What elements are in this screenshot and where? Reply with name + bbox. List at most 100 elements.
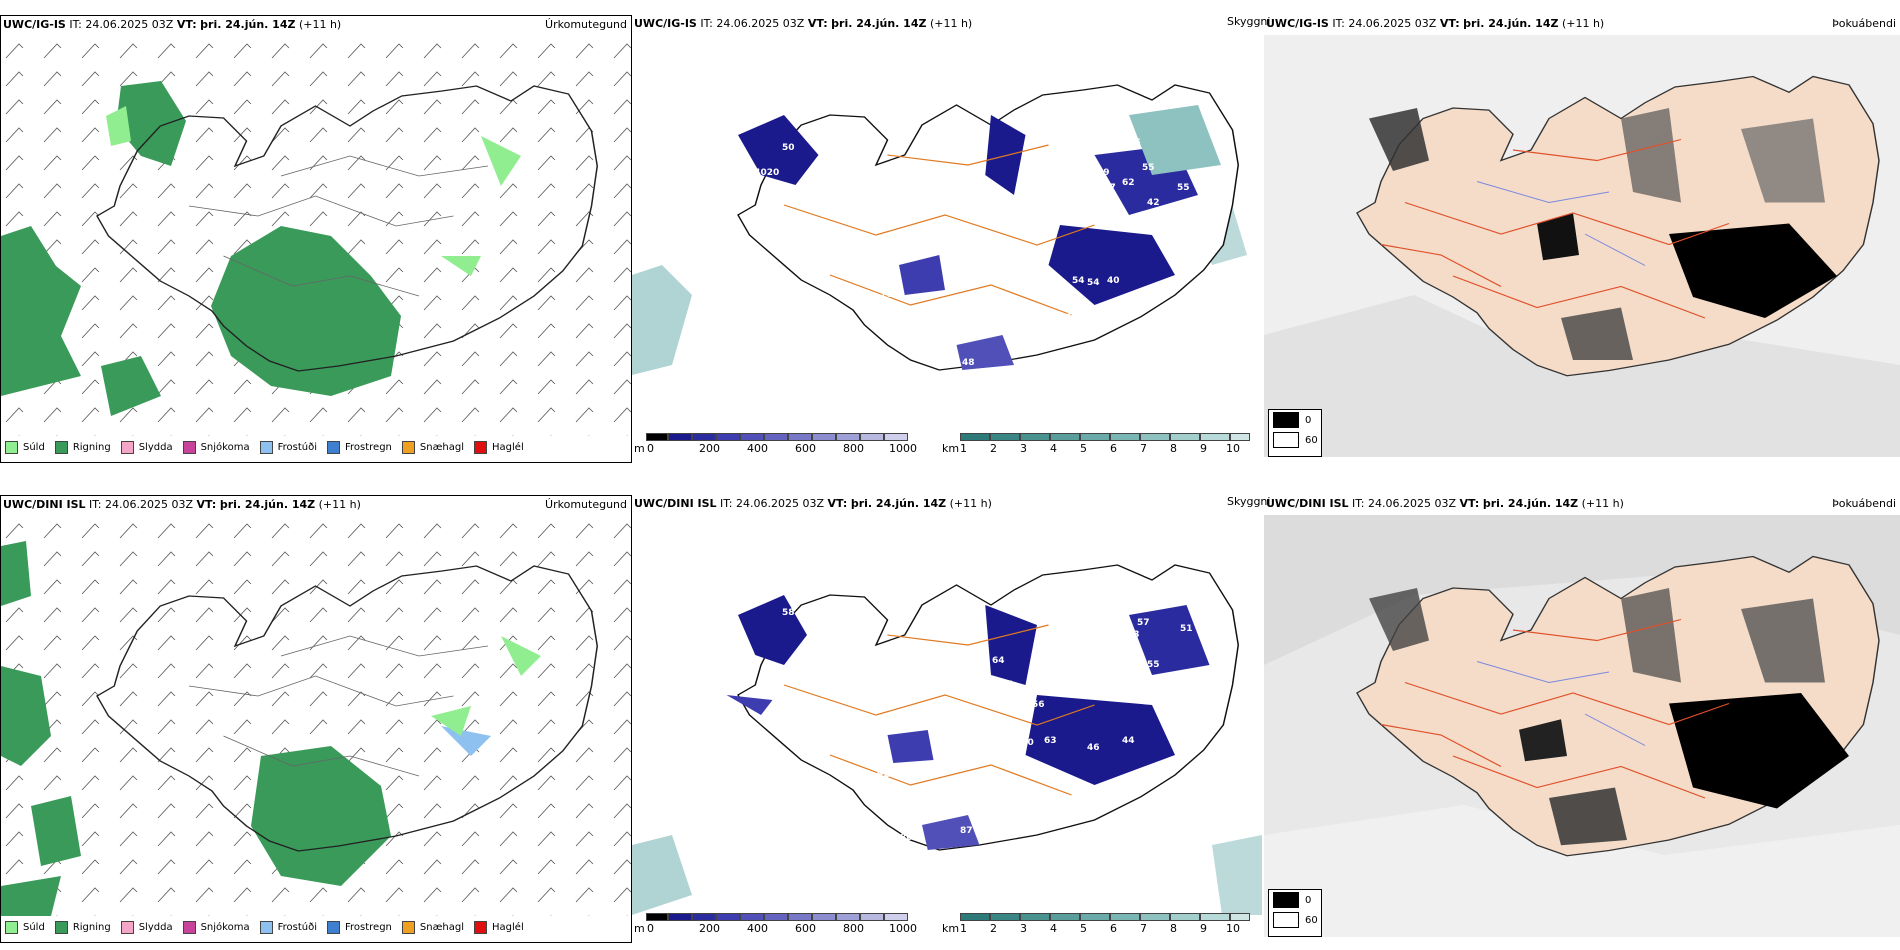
cloud-label: 44 — [1122, 736, 1135, 746]
cloud-label: 98 — [984, 700, 997, 710]
cloud-label: 114 — [1060, 313, 1079, 323]
legend-item-snjokoma: Snjókoma — [182, 920, 250, 934]
valid-time: þri. 24.jún. 14Z — [1463, 17, 1559, 30]
cloud-label: 55 — [1147, 660, 1160, 670]
colorbar-tick: 0 — [647, 922, 654, 935]
legend-item-frostudi: Frostúði — [259, 440, 317, 454]
colorbar-tick: 4 — [1050, 922, 1057, 935]
colorbar-tick: 3 — [1020, 922, 1027, 935]
valid-time-label: VT: — [807, 17, 828, 30]
colorbar-tick: 600 — [795, 922, 816, 935]
fog-legend: 0 60 — [1268, 889, 1322, 937]
panel-header: UWC/IG-IS IT: 24.06.2025 03Z VT: þri. 24… — [1266, 17, 1896, 35]
colorbar-tick: 3 — [1020, 442, 1027, 455]
init-time: IT: 24.06.2025 03Z — [89, 498, 194, 511]
panel-header: UWC/DINI ISL IT: 24.06.2025 03Z VT: þri.… — [1266, 497, 1896, 515]
colorbar-tick: 6 — [1110, 922, 1117, 935]
colorbar-tick: 0 — [647, 442, 654, 455]
colorbar-tick: 1 — [960, 922, 967, 935]
lead-time: (+11 h) — [1561, 17, 1605, 30]
cloud-label: 77 — [1000, 680, 1013, 690]
legend-item-snjokoma: Snjókoma — [182, 440, 250, 454]
lead-time: (+11 h) — [318, 498, 361, 511]
model-name: UWC/DINI ISL — [1266, 497, 1349, 510]
cloud-label: 80 — [900, 833, 913, 843]
precip-type-panel-top: UWC/IG-IS IT: 24.06.2025 03Z VT: þri. 24… — [0, 15, 632, 463]
cloud-label: 128 — [1097, 656, 1116, 666]
fog-panel-top: UWC/IG-IS IT: 24.06.2025 03Z VT: þri. 24… — [1264, 15, 1900, 463]
cloud-label: 54 — [1072, 276, 1085, 286]
cloud-label: 109 — [1097, 626, 1116, 636]
colorbar-tick: 400 — [747, 922, 768, 935]
fog-legend-item: 0 — [1273, 890, 1321, 910]
precip-legend: Súld Rigning Slydda Snjókoma Frostúði Fr… — [5, 918, 534, 936]
cloud-label: 55 — [1177, 183, 1190, 193]
cloud-label: 110 — [1097, 198, 1116, 208]
fog-legend-item: 0 — [1273, 410, 1321, 430]
cloud-label: 35 — [704, 703, 717, 713]
fog-legend: 0 60 — [1268, 409, 1322, 457]
panel-title: Þokuábendi — [1832, 17, 1896, 30]
colorbar-tick: 600 — [795, 442, 816, 455]
valid-time: þri. 24.jún. 14Z — [831, 17, 927, 30]
valid-time-label: VT: — [1459, 497, 1480, 510]
cloud-label: 48 — [962, 358, 975, 368]
colorbar-tick: 800 — [843, 442, 864, 455]
cloud-label: 250 — [1015, 738, 1034, 748]
cloud-label: 91 — [930, 861, 943, 871]
model-name: UWC/DINI ISL — [634, 497, 717, 510]
colorbar-tick: 400 — [747, 442, 768, 455]
valid-time-label: VT: — [196, 498, 217, 511]
cloud-label: 58 — [722, 104, 735, 114]
colorbar-tick: 10 — [1226, 442, 1240, 455]
colorbar-tick: 200 — [699, 922, 720, 935]
colorbar-unit: m — [634, 922, 645, 935]
valid-time-label: VT: — [827, 497, 848, 510]
colorbar-tick: 10 — [1226, 922, 1240, 935]
cloud-base-colorbar: m 0 200 400 600 800 1000 — [634, 913, 934, 935]
colorbar-tick: 6 — [1110, 442, 1117, 455]
cloud-label: 36 — [947, 878, 960, 888]
legend-item-frostregn: Frostregn — [327, 920, 392, 934]
precip-legend: Súld Rigning Slydda Snjókoma Frostúði Fr… — [5, 438, 534, 456]
panel-header: UWC/DINI ISL IT: 24.06.2025 03Z VT: þri.… — [634, 497, 1260, 515]
colorbar-tick: 9 — [1200, 442, 1207, 455]
cloud-label: 57 — [1137, 618, 1150, 628]
colorbar-tick: 2 — [990, 922, 997, 935]
panel-header: UWC/IG-IS IT: 24.06.2025 03Z VT: þri. 24… — [3, 18, 627, 36]
valid-time: þri. 24.jún. 14Z — [850, 497, 947, 510]
legend-item-slydda: Slydda — [120, 920, 173, 934]
legend-item-haglel: Haglél — [474, 440, 524, 454]
cloud-label: 14020 — [748, 168, 779, 178]
cloud-label: 54 — [1087, 278, 1100, 288]
colorbar-tick: 8 — [1170, 442, 1177, 455]
visibility-title: Skyggni — [1227, 495, 1271, 508]
fog-panel-bottom: UWC/DINI ISL IT: 24.06.2025 03Z VT: þri.… — [1264, 495, 1900, 943]
cloud-label: 68 — [1032, 254, 1045, 264]
cloud-base-map: 65 58 36 50 50 14020 176 136 585 99 62 5… — [632, 80, 1247, 408]
cloud-label: 42 — [1147, 198, 1160, 208]
panel-title: Úrkomutegund — [545, 498, 627, 511]
init-time: IT: 24.06.2025 03Z — [720, 497, 825, 510]
cloud-label: 63 — [1127, 630, 1140, 640]
cloud-label: 62 — [1122, 178, 1135, 188]
valid-time-label: VT: — [176, 18, 197, 31]
lead-time: (+11 h) — [1581, 497, 1624, 510]
cloud-label: 46 — [1087, 743, 1100, 753]
visibility-colorbar: km 1 2 3 4 5 6 7 8 9 10 — [942, 433, 1257, 455]
legend-item-sudd: Súld — [5, 440, 45, 454]
valid-time: þri. 24.jún. 14Z — [200, 18, 296, 31]
cloud-label: 63 — [1044, 736, 1057, 746]
panel-header: UWC/DINI ISL IT: 24.06.2025 03Z VT: þri.… — [3, 498, 627, 516]
colorbar-tick: 1000 — [889, 922, 917, 935]
cloud-label: 90 — [1002, 808, 1015, 818]
precip-type-map — [1, 516, 631, 916]
visibility-panel-top: UWC/IG-IS IT: 24.06.2025 03Z VT: þri. 24… — [632, 15, 1264, 463]
colorbar-tick: 1 — [960, 442, 967, 455]
cloud-label: 136 — [1097, 126, 1116, 136]
cloud-label: 36 — [754, 108, 767, 118]
colorbar-tick: 8 — [1170, 922, 1177, 935]
model-name: UWC/IG-IS — [3, 18, 66, 31]
cloud-label: 58 — [782, 608, 795, 618]
colorbar-tick: 7 — [1140, 442, 1147, 455]
